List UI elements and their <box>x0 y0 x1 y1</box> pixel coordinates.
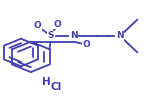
Text: S: S <box>48 32 54 41</box>
Text: Cl: Cl <box>51 82 62 92</box>
Text: H: H <box>42 77 51 87</box>
Text: N: N <box>116 32 124 41</box>
Text: O: O <box>33 21 41 30</box>
Text: N: N <box>70 32 77 41</box>
Text: O: O <box>83 40 90 49</box>
Text: O: O <box>54 20 61 29</box>
